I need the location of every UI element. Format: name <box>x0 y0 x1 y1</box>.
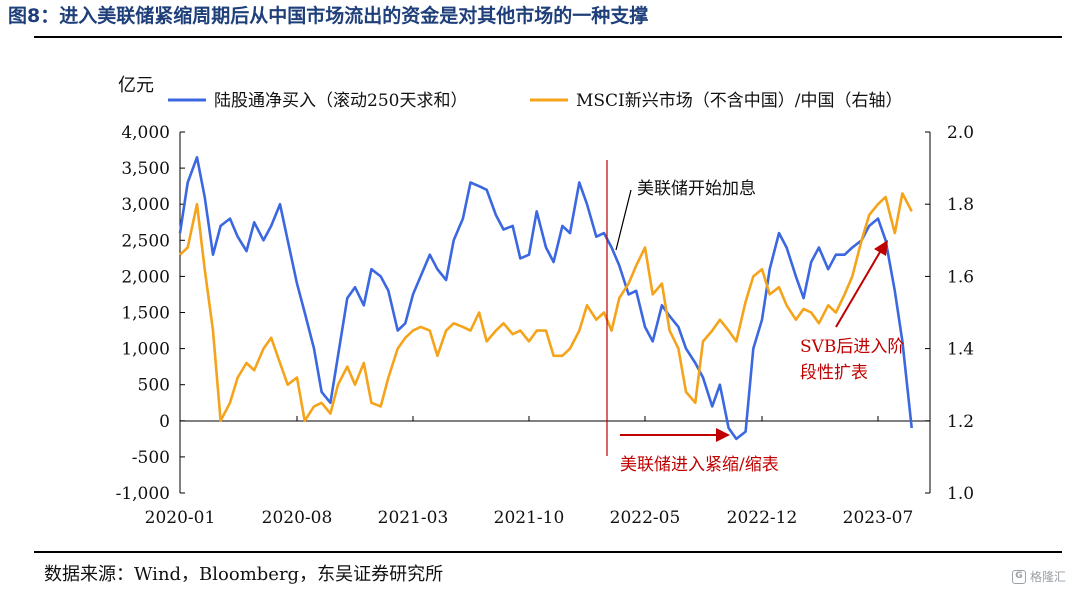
annotation-svb: SVB后进入阶 段性扩表 <box>800 240 904 383</box>
legend-label-blue: 陆股通净买入（滚动250天求和） <box>214 91 467 111</box>
legend: 陆股通净买入（滚动250天求和） MSCI新兴市场（不含中国）/中国（右轴） <box>168 91 903 111</box>
watermark: G 格隆汇 <box>1011 568 1066 585</box>
left-tick-label: 2,500 <box>121 231 170 251</box>
legend-label-orange: MSCI新兴市场（不含中国）/中国（右轴） <box>576 91 903 111</box>
annotation-fed-hike-leader <box>615 189 632 251</box>
chart-title: 图8：进入美联储紧缩周期后从中国市场流出的资金是对其他市场的一种支撑 <box>8 5 649 27</box>
x-tick-label: 2020-01 <box>145 508 216 528</box>
left-tick-label: 3,000 <box>121 195 170 215</box>
source-note: 数据来源：Wind，Bloomberg，东吴证券研究所 <box>44 564 444 585</box>
right-tick-label: 1.6 <box>947 267 974 287</box>
right-tick-label: 1.4 <box>947 340 974 360</box>
annotation-tightening-arrowhead <box>716 428 730 442</box>
annotation-fed-hike-text: 美联储开始加息 <box>637 179 756 199</box>
series-line-northbound-net-buy <box>178 156 913 441</box>
x-tick-label: 2021-03 <box>378 508 449 528</box>
watermark-logo-icon: G <box>1011 569 1026 584</box>
top-rule <box>34 36 1062 38</box>
annotation-svb-arrow-line <box>835 251 881 328</box>
right-axis-ticks: 2.0 1.8 1.6 1.4 1.2 1.0 <box>925 123 974 504</box>
x-tick-label: 2023-07 <box>843 508 914 528</box>
left-tick-label: 3,500 <box>121 159 170 179</box>
x-tick-label: 2021-10 <box>494 508 565 528</box>
chart-svg: 陆股通净买入（滚动250天求和） MSCI新兴市场（不含中国）/中国（右轴） 亿… <box>116 75 974 528</box>
left-tick-label: 2,000 <box>121 267 170 287</box>
x-tick-label: 2020-08 <box>262 508 333 528</box>
annotation-fed-tightening-text: 美联储进入紧缩/缩表 <box>620 455 779 475</box>
y-axis-unit-label: 亿元 <box>118 75 154 96</box>
left-tick-label: 1,500 <box>121 304 170 324</box>
x-axis-ticks: 2020-01 2020-08 2021-03 2021-10 2022-05 2022-… <box>145 416 914 528</box>
bottom-rule <box>34 551 1062 553</box>
axes: 4,000 3,500 3,000 2,500 2,000 1,500 1,000 500 0 -… <box>116 123 974 528</box>
left-axis-ticks: 4,000 3,500 3,000 2,500 2,000 1,500 1,000 500 0 -… <box>116 123 185 504</box>
annotation-svb-text-line1: SVB后进入阶 <box>800 337 904 357</box>
annotation-fed-hike: 美联储开始加息 <box>615 179 756 251</box>
right-tick-label: 2.0 <box>947 123 974 143</box>
watermark-text: 格隆汇 <box>1029 570 1066 584</box>
annotation-svb-text-line2: 段性扩表 <box>800 363 868 383</box>
left-tick-label: -500 <box>132 448 170 468</box>
right-tick-label: 1.8 <box>947 195 974 215</box>
left-tick-label: -1,000 <box>116 484 170 504</box>
x-tick-label: 2022-05 <box>610 508 681 528</box>
right-tick-label: 1.0 <box>947 484 974 504</box>
left-tick-label: 0 <box>159 412 170 432</box>
annotation-svb-arrowhead <box>874 240 888 256</box>
series-line-msci-em-ex-china-ratio <box>179 192 913 423</box>
left-tick-label: 4,000 <box>121 123 170 143</box>
right-tick-label: 1.2 <box>947 412 974 432</box>
annotation-fed-tightening: 美联储进入紧缩/缩表 <box>620 428 779 475</box>
left-tick-label: 1,000 <box>121 340 170 360</box>
left-tick-label: 500 <box>138 376 170 396</box>
x-tick-label: 2022-12 <box>727 508 798 528</box>
